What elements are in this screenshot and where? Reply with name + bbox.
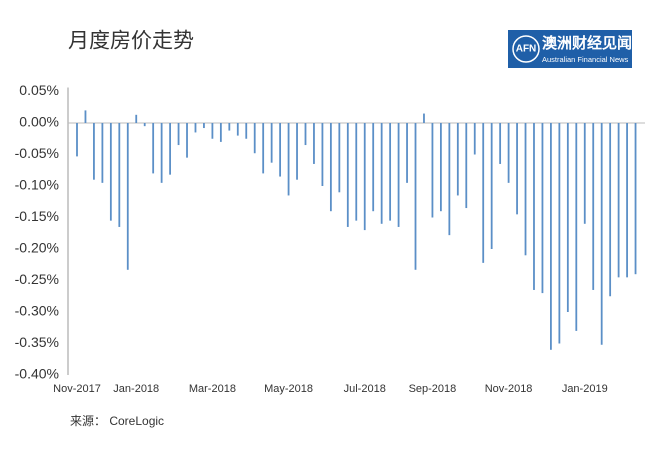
x-tick-label: Jan-2019 — [562, 383, 608, 395]
bar — [109, 123, 112, 221]
y-tick-label: 0.00% — [19, 114, 59, 130]
x-tick-label: May-2018 — [264, 383, 313, 395]
bar — [152, 123, 155, 174]
bar — [211, 123, 214, 139]
bar — [329, 123, 332, 212]
bar — [228, 123, 231, 131]
bar — [575, 123, 578, 331]
bar — [363, 123, 366, 231]
logo-subtitle: Australian Financial News — [542, 55, 629, 64]
bar — [84, 110, 87, 123]
bar — [219, 123, 222, 142]
chart-title: 月度房价走势 — [68, 30, 194, 53]
y-tick-label: 0.05% — [19, 82, 59, 98]
bar — [524, 123, 527, 256]
bar — [600, 123, 603, 345]
bar — [304, 123, 307, 146]
bar — [135, 114, 138, 123]
x-tick-label: Mar-2018 — [189, 383, 236, 395]
bar — [346, 123, 349, 227]
y-tick-label: -0.05% — [15, 145, 59, 161]
bar — [203, 123, 205, 129]
bar — [465, 123, 468, 209]
bar — [287, 123, 290, 196]
logo-name: 澳洲财经见闻 — [542, 34, 632, 52]
bar — [270, 123, 273, 163]
bar — [516, 123, 518, 215]
bar — [296, 123, 298, 180]
logo-circle — [512, 35, 540, 63]
x-tick-label: Sep-2018 — [409, 383, 457, 395]
bar — [482, 123, 485, 263]
bar — [177, 123, 180, 146]
bar — [414, 123, 417, 270]
bar — [541, 123, 544, 294]
bar — [76, 123, 78, 157]
logo: AFN 澳洲财经见闻 Australian Financial News — [508, 30, 632, 68]
bar — [279, 123, 282, 177]
bar — [626, 123, 628, 278]
bar — [550, 123, 552, 350]
x-tick-label: Nov-2017 — [53, 383, 101, 395]
bar — [321, 123, 324, 186]
bar — [439, 123, 442, 212]
bar — [262, 123, 265, 174]
y-tick-label: -0.20% — [15, 240, 59, 256]
bar — [507, 123, 510, 183]
bar — [533, 123, 535, 290]
bar — [490, 123, 493, 249]
y-tick-label: -0.15% — [15, 208, 59, 224]
bar — [448, 123, 451, 236]
y-tick-label: -0.40% — [15, 366, 59, 382]
y-tick-label: -0.25% — [15, 271, 59, 287]
bar — [397, 123, 400, 227]
bar — [236, 123, 239, 136]
bar — [118, 123, 121, 227]
x-tick-label: Nov-2018 — [485, 383, 533, 395]
bar — [380, 123, 383, 224]
bar — [617, 123, 620, 278]
source: 来源： CoreLogic — [70, 414, 164, 428]
bar — [126, 123, 129, 270]
bar — [338, 123, 341, 193]
bar — [431, 123, 434, 218]
bar — [566, 123, 569, 312]
bar — [313, 123, 315, 164]
bar — [389, 123, 392, 221]
y-tick-label: -0.35% — [15, 334, 59, 350]
bar — [186, 123, 188, 158]
bar — [609, 123, 612, 297]
bar — [93, 123, 95, 180]
bar — [245, 123, 248, 139]
bar — [143, 123, 146, 127]
y-tick-label: -0.30% — [15, 303, 59, 319]
bar — [499, 123, 502, 164]
bar — [583, 123, 586, 224]
bar — [558, 123, 561, 344]
bar — [423, 113, 425, 123]
bar — [355, 123, 358, 221]
x-tick-label: Jul-2018 — [344, 383, 386, 395]
bar — [592, 123, 595, 290]
bar — [169, 123, 171, 175]
bar — [456, 123, 459, 196]
bar — [634, 123, 637, 275]
bar — [473, 123, 476, 155]
bar — [160, 123, 163, 183]
x-tick-label: Jan-2018 — [113, 383, 159, 395]
bar — [194, 123, 197, 133]
bar — [253, 123, 256, 154]
bar — [372, 123, 375, 212]
bar — [101, 123, 104, 183]
y-tick-label: -0.10% — [15, 177, 59, 193]
bar — [406, 123, 408, 183]
logo-mark: AFN — [516, 44, 537, 55]
